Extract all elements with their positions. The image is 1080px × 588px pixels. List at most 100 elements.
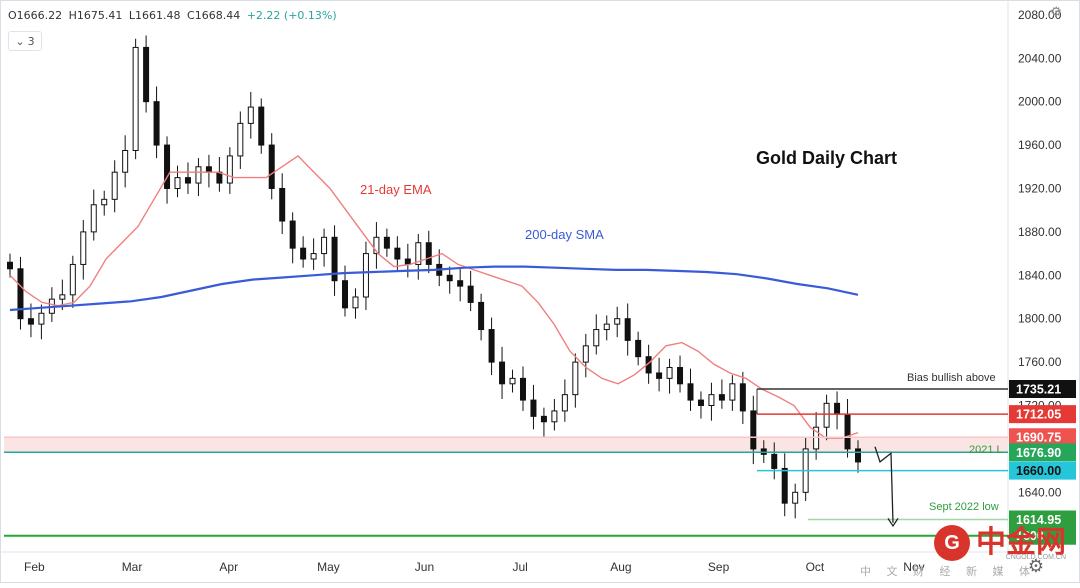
- candle-body: [331, 236, 338, 282]
- candle-body: [143, 46, 150, 103]
- candle-body: [572, 361, 579, 396]
- candle-body: [624, 318, 631, 341]
- candle-body: [80, 231, 87, 265]
- candle-body: [38, 312, 45, 325]
- chevron-down-icon: ⌄: [15, 34, 25, 48]
- candle-body: [614, 318, 621, 325]
- candle-body: [111, 171, 118, 200]
- candle-body: [90, 204, 97, 233]
- candle-body: [101, 198, 108, 206]
- candle-body: [226, 155, 233, 184]
- candle-body: [519, 377, 526, 401]
- candle-body: [237, 122, 244, 157]
- candle-body: [415, 242, 422, 265]
- candle-body: [247, 106, 254, 124]
- projection-arrow-line: [874, 446, 894, 523]
- close-value: C1668.44: [187, 9, 241, 22]
- candle-body: [750, 410, 757, 450]
- candle-body: [666, 367, 673, 379]
- y-tick-label: 2080.00: [1018, 8, 1062, 22]
- level-price-box: [1009, 510, 1076, 529]
- candle-body: [153, 101, 160, 146]
- candle-body: [362, 253, 369, 298]
- candle-body: [739, 383, 746, 412]
- candle-body: [258, 106, 265, 146]
- candle-body: [708, 394, 715, 407]
- level-price-label: 1676.90: [1016, 446, 1061, 460]
- candle-body: [478, 301, 485, 331]
- candle-body: [310, 253, 317, 260]
- level-price-box: [1009, 379, 1076, 398]
- chart-annotation: Sept 2022 low: [929, 501, 999, 513]
- x-tick-label: Jun: [415, 560, 434, 574]
- ema-21-line: [9, 154, 859, 439]
- candle-body: [300, 247, 307, 260]
- candle-body: [823, 402, 830, 428]
- y-tick-label: 1920.00: [1018, 181, 1062, 195]
- candle-body: [697, 399, 704, 407]
- low-value: L1661.48: [128, 9, 181, 22]
- level-price-box: [1009, 443, 1076, 462]
- level-price-box: [1009, 405, 1076, 424]
- candle-body: [561, 394, 568, 412]
- settings-gear-icon[interactable]: ⚙: [1027, 556, 1044, 576]
- candle-body: [792, 491, 799, 504]
- y-tick-label: 1760.00: [1018, 355, 1062, 369]
- candle-body: [205, 166, 212, 173]
- candle-body: [446, 274, 453, 282]
- watermark-sub: 中 文 财 经 新 媒 体: [860, 565, 1036, 578]
- candle-body: [635, 339, 642, 358]
- candle-body: [844, 413, 851, 450]
- watermark-logo: G 中金网: [934, 525, 1066, 561]
- candle-body: [7, 261, 13, 270]
- indicator-toggle-button[interactable]: ⌄ 3: [8, 31, 42, 51]
- level-price-label: 1712.05: [1016, 408, 1061, 422]
- x-tick-label: Mar: [122, 560, 143, 574]
- level-price-label: 1600: [1016, 529, 1044, 543]
- candle-body: [17, 268, 24, 320]
- candle-body: [27, 318, 34, 325]
- candle-body: [279, 187, 286, 222]
- open-value: O1666.22: [8, 9, 63, 22]
- x-tick-label: Feb: [24, 560, 45, 574]
- logo-mark-icon: G: [934, 525, 970, 561]
- high-value: H1675.41: [68, 9, 123, 22]
- level-price-label: 1735.21: [1016, 382, 1061, 396]
- support-zone-band: [4, 437, 1008, 453]
- candle-body: [69, 263, 76, 296]
- candle-body: [122, 149, 129, 173]
- ohlc-readout: O1666.22 H1675.41 L1661.48 C1668.44 +2.2…: [8, 9, 340, 22]
- gear-icon[interactable]: ⚙: [1050, 4, 1062, 19]
- candle-body: [373, 236, 380, 255]
- y-tick-label: 1800.00: [1018, 312, 1062, 326]
- x-tick-label: Oct: [806, 560, 825, 574]
- projection-arrow-head: [887, 518, 899, 528]
- candle-body: [677, 367, 684, 385]
- candle-body: [499, 361, 506, 385]
- candle-body: [268, 144, 275, 189]
- x-tick-label: Aug: [610, 560, 631, 574]
- candle-body: [813, 426, 820, 450]
- candle-body: [195, 166, 202, 184]
- chart-annotation: 21-day EMA: [360, 182, 432, 197]
- x-tick-label: Apr: [219, 560, 238, 574]
- x-tick-label: May: [317, 560, 340, 574]
- candle-body: [164, 144, 171, 189]
- candle-body: [729, 383, 736, 401]
- candle-body: [855, 448, 861, 463]
- candle-body: [718, 394, 725, 401]
- candle-body: [509, 377, 516, 385]
- candle-body: [184, 177, 191, 184]
- level-price-label: 1614.95: [1016, 513, 1061, 527]
- watermark-url: CNGOLD.COM.CN: [1005, 554, 1066, 561]
- chart-annotation: Bias bullish above: [907, 372, 996, 384]
- candle-body: [656, 372, 663, 379]
- candle-body: [352, 296, 359, 309]
- y-tick-label: 1640.00: [1018, 485, 1062, 499]
- sma-200-line: [9, 265, 859, 312]
- candle-body: [530, 399, 537, 417]
- candle-body: [467, 285, 474, 303]
- candle-body: [342, 280, 349, 309]
